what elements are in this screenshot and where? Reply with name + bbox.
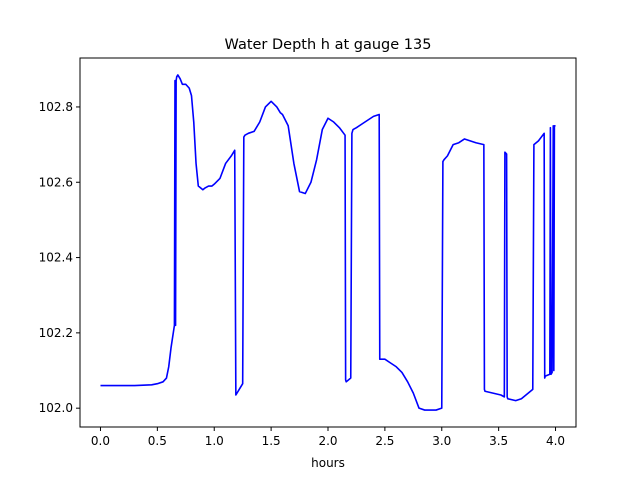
x-tick-label: 3.0	[432, 434, 451, 448]
y-tick-label: 102.4	[39, 251, 73, 265]
y-axis: 102.0 102.2 102.4 102.6 102.8	[39, 100, 80, 415]
series-layer	[100, 74, 556, 411]
y-tick-label: 102.2	[39, 326, 73, 340]
chart-title: Water Depth h at gauge 135	[225, 37, 432, 53]
x-tick-label: 2.0	[318, 434, 337, 448]
y-tick-label: 102.8	[39, 100, 73, 114]
x-tick-label: 1.5	[262, 434, 281, 448]
y-tick-label: 102.0	[39, 401, 73, 415]
x-tick-label: 0.5	[148, 434, 167, 448]
series-line-0	[100, 74, 556, 411]
x-tick-label: 2.5	[375, 434, 394, 448]
x-tick-label: 4.0	[546, 434, 565, 448]
x-tick-label: 1.0	[205, 434, 224, 448]
y-tick-label: 102.6	[39, 175, 73, 189]
x-tick-label: 3.5	[489, 434, 508, 448]
x-tick-label: 0.0	[91, 434, 110, 448]
x-axis: 0.0 0.5 1.0 1.5 2.0 2.5 3.0 3.5 4.0	[91, 427, 565, 448]
x-axis-label: hours	[311, 456, 345, 470]
